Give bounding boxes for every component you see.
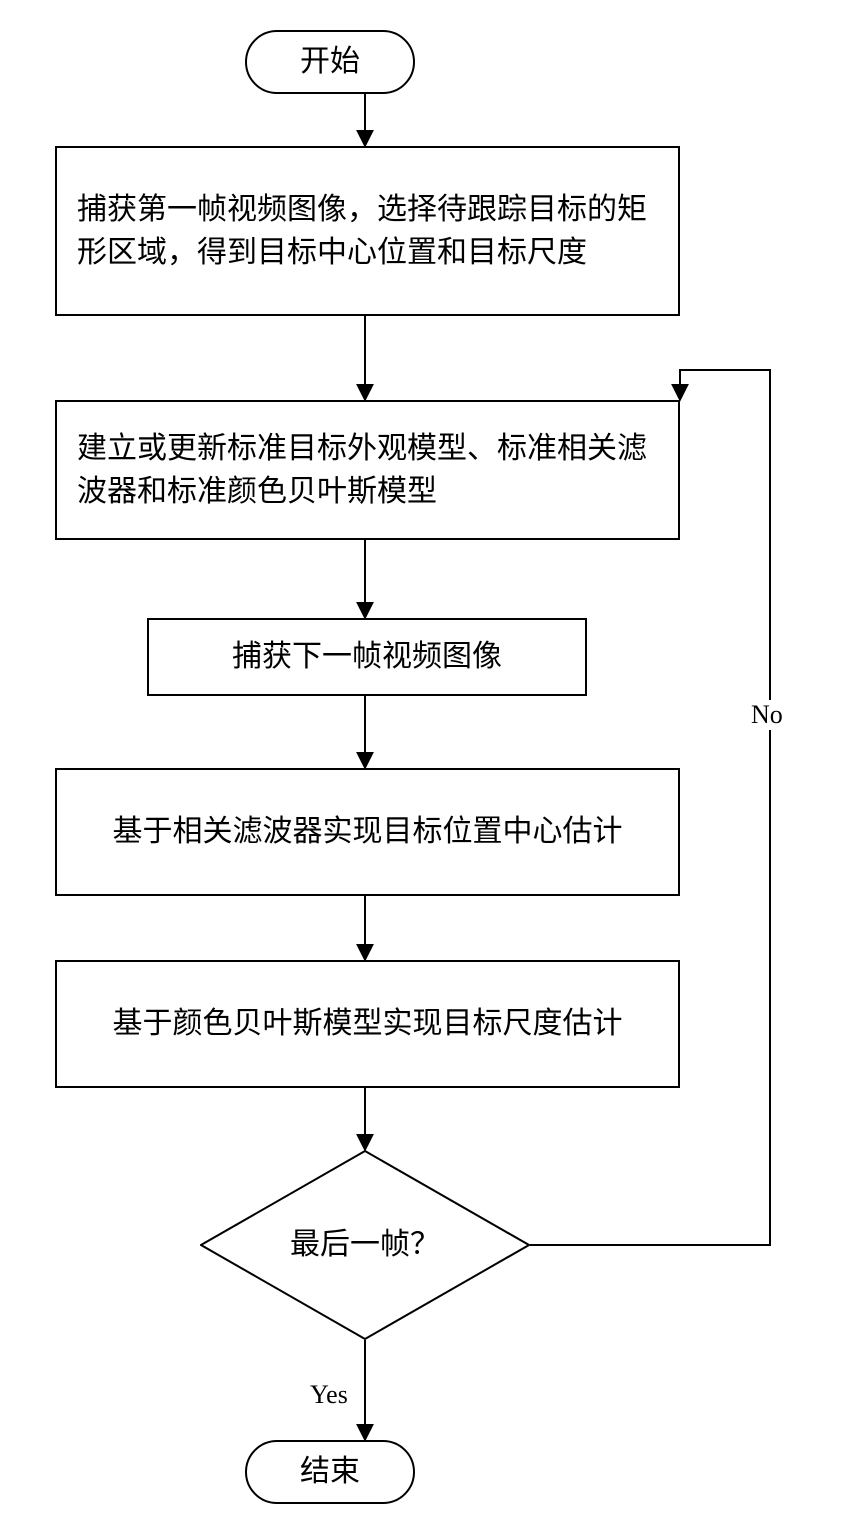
process-step3: 捕获下一帧视频图像 xyxy=(147,618,587,696)
process-step4: 基于相关滤波器实现目标位置中心估计 xyxy=(55,768,680,896)
terminator-end: 结束 xyxy=(245,1440,415,1504)
decision-last-frame: 最后一帧？ xyxy=(200,1150,530,1340)
process-step1: 捕获第一帧视频图像，选择待跟踪目标的矩形区域，得到目标中心位置和目标尺度 xyxy=(55,146,680,316)
terminator-end-label: 结束 xyxy=(300,1450,360,1494)
edge-label-yes: Yes xyxy=(310,1380,348,1410)
decision-label: 最后一帧？ xyxy=(200,1150,530,1340)
edge-label-no: No xyxy=(751,700,783,730)
process-step5: 基于颜色贝叶斯模型实现目标尺度估计 xyxy=(55,960,680,1088)
process-step4-text: 基于相关滤波器实现目标位置中心估计 xyxy=(113,810,623,854)
flowchart-canvas: 开始 捕获第一帧视频图像，选择待跟踪目标的矩形区域，得到目标中心位置和目标尺度 … xyxy=(0,0,846,1540)
terminator-start-label: 开始 xyxy=(300,40,360,84)
process-step2-text: 建立或更新标准目标外观模型、标准相关滤波器和标准颜色贝叶斯模型 xyxy=(77,427,658,514)
process-step3-text: 捕获下一帧视频图像 xyxy=(232,635,502,679)
terminator-start: 开始 xyxy=(245,30,415,94)
process-step1-text: 捕获第一帧视频图像，选择待跟踪目标的矩形区域，得到目标中心位置和目标尺度 xyxy=(77,188,658,275)
process-step2: 建立或更新标准目标外观模型、标准相关滤波器和标准颜色贝叶斯模型 xyxy=(55,400,680,540)
process-step5-text: 基于颜色贝叶斯模型实现目标尺度估计 xyxy=(113,1002,623,1046)
